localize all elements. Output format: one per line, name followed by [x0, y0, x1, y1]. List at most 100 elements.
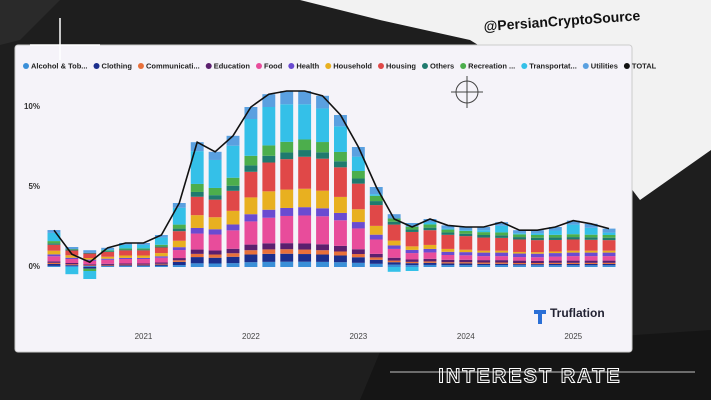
- bar-segment: [226, 135, 240, 146]
- bar-segment: [334, 161, 347, 168]
- bar-segment: [441, 262, 455, 264]
- bar-segment: [334, 115, 347, 127]
- brand-logo: Truflation: [534, 306, 605, 324]
- legend-label: Transportat...: [529, 61, 577, 70]
- bar-segment: [262, 253, 276, 262]
- bar-segment: [244, 254, 258, 263]
- legend-label: Alcohol & Tob...: [31, 61, 88, 70]
- bar-segment: [262, 191, 276, 210]
- bar-segment: [83, 258, 97, 260]
- bar-segment: [280, 249, 294, 254]
- bar-segment: [602, 262, 616, 264]
- bar-segment: [602, 263, 616, 266]
- bar-segment: [101, 250, 115, 252]
- bar-segment: [405, 265, 419, 267]
- bar-segment: [459, 252, 473, 256]
- bar-segment: [208, 187, 222, 196]
- bar-segment: [316, 216, 329, 245]
- bar-segment: [298, 150, 312, 157]
- bar-segment: [172, 240, 186, 248]
- bar-segment: [602, 235, 616, 238]
- bar-segment: [405, 253, 419, 260]
- bar-segment: [334, 212, 347, 221]
- bar-segment: [316, 208, 329, 217]
- legend-marker: [623, 63, 630, 69]
- bar-segment: [137, 264, 150, 266]
- bar-segment: [369, 263, 383, 267]
- bar-segment: [83, 259, 97, 261]
- bar-segment: [119, 250, 133, 256]
- bar-segment: [65, 267, 79, 275]
- bar-segment: [351, 228, 365, 250]
- bar-segment: [119, 243, 133, 245]
- bar-segment: [262, 107, 276, 146]
- bar-segment: [190, 233, 204, 250]
- bar-segment: [530, 237, 544, 241]
- legend-marker: [460, 63, 467, 69]
- bar-segment: [584, 262, 598, 264]
- bar-segment: [334, 151, 347, 162]
- bar-segment: [154, 253, 168, 257]
- bar-segment: [298, 91, 312, 105]
- bar-segment: [101, 266, 115, 267]
- bar-segment: [530, 260, 544, 263]
- bar-segment: [154, 244, 168, 247]
- legend-label: TOTAL: [632, 61, 657, 70]
- bar-segment: [423, 248, 437, 253]
- bar-segment: [334, 220, 347, 246]
- bar-segment: [334, 245, 347, 252]
- bar-segment: [119, 266, 133, 267]
- legend-label: Utilities: [591, 61, 618, 70]
- bar-segment: [477, 230, 491, 233]
- bar-segment: [154, 265, 168, 267]
- bar-segment: [334, 126, 347, 152]
- bar-segment: [83, 250, 97, 253]
- bar-segment: [154, 237, 168, 245]
- bar-segment: [369, 234, 383, 240]
- bar-segment: [387, 260, 401, 263]
- bar-segment: [47, 256, 61, 262]
- legend-label: Household: [333, 61, 372, 70]
- bar-segment: [369, 187, 383, 195]
- bar-segment: [154, 246, 168, 248]
- bar-segment: [584, 250, 598, 253]
- bar-segment: [495, 250, 509, 253]
- bar-segment: [495, 237, 509, 251]
- bar-segment: [423, 264, 437, 267]
- bar-segment: [101, 258, 115, 260]
- bar-segment: [137, 255, 150, 258]
- bar-segment: [477, 232, 491, 235]
- legend-label: Food: [264, 61, 283, 70]
- bar-segment: [351, 257, 365, 263]
- bar-segment: [154, 264, 168, 266]
- bar-segment: [584, 260, 598, 263]
- legend-marker: [582, 63, 589, 69]
- bar-segment: [513, 239, 526, 252]
- bar-segment: [244, 107, 258, 119]
- bar-segment: [548, 251, 562, 254]
- bar-segment: [137, 259, 150, 264]
- legend-label: Others: [430, 61, 454, 70]
- bar-segment: [441, 232, 455, 235]
- bar-segment: [459, 255, 473, 260]
- bar-segment: [262, 261, 276, 267]
- bar-segment: [459, 263, 473, 266]
- bar-segment: [566, 260, 580, 263]
- bar-segment: [441, 225, 455, 229]
- bar-segment: [172, 207, 186, 225]
- bar-segment: [226, 253, 240, 257]
- bar-segment: [190, 191, 204, 197]
- bar-segment: [101, 263, 115, 265]
- bar-segment: [513, 253, 526, 258]
- bar-segment: [405, 246, 419, 250]
- bar-segment: [316, 250, 329, 255]
- bar-segment: [387, 224, 401, 241]
- bar-segment: [584, 252, 598, 257]
- bar-segment: [459, 231, 473, 234]
- bar-segment: [154, 257, 168, 263]
- bar-segment: [47, 241, 61, 244]
- bar-segment: [190, 263, 204, 267]
- bar-segment: [226, 190, 240, 211]
- bar-segment: [584, 239, 598, 251]
- bar-segment: [119, 248, 133, 250]
